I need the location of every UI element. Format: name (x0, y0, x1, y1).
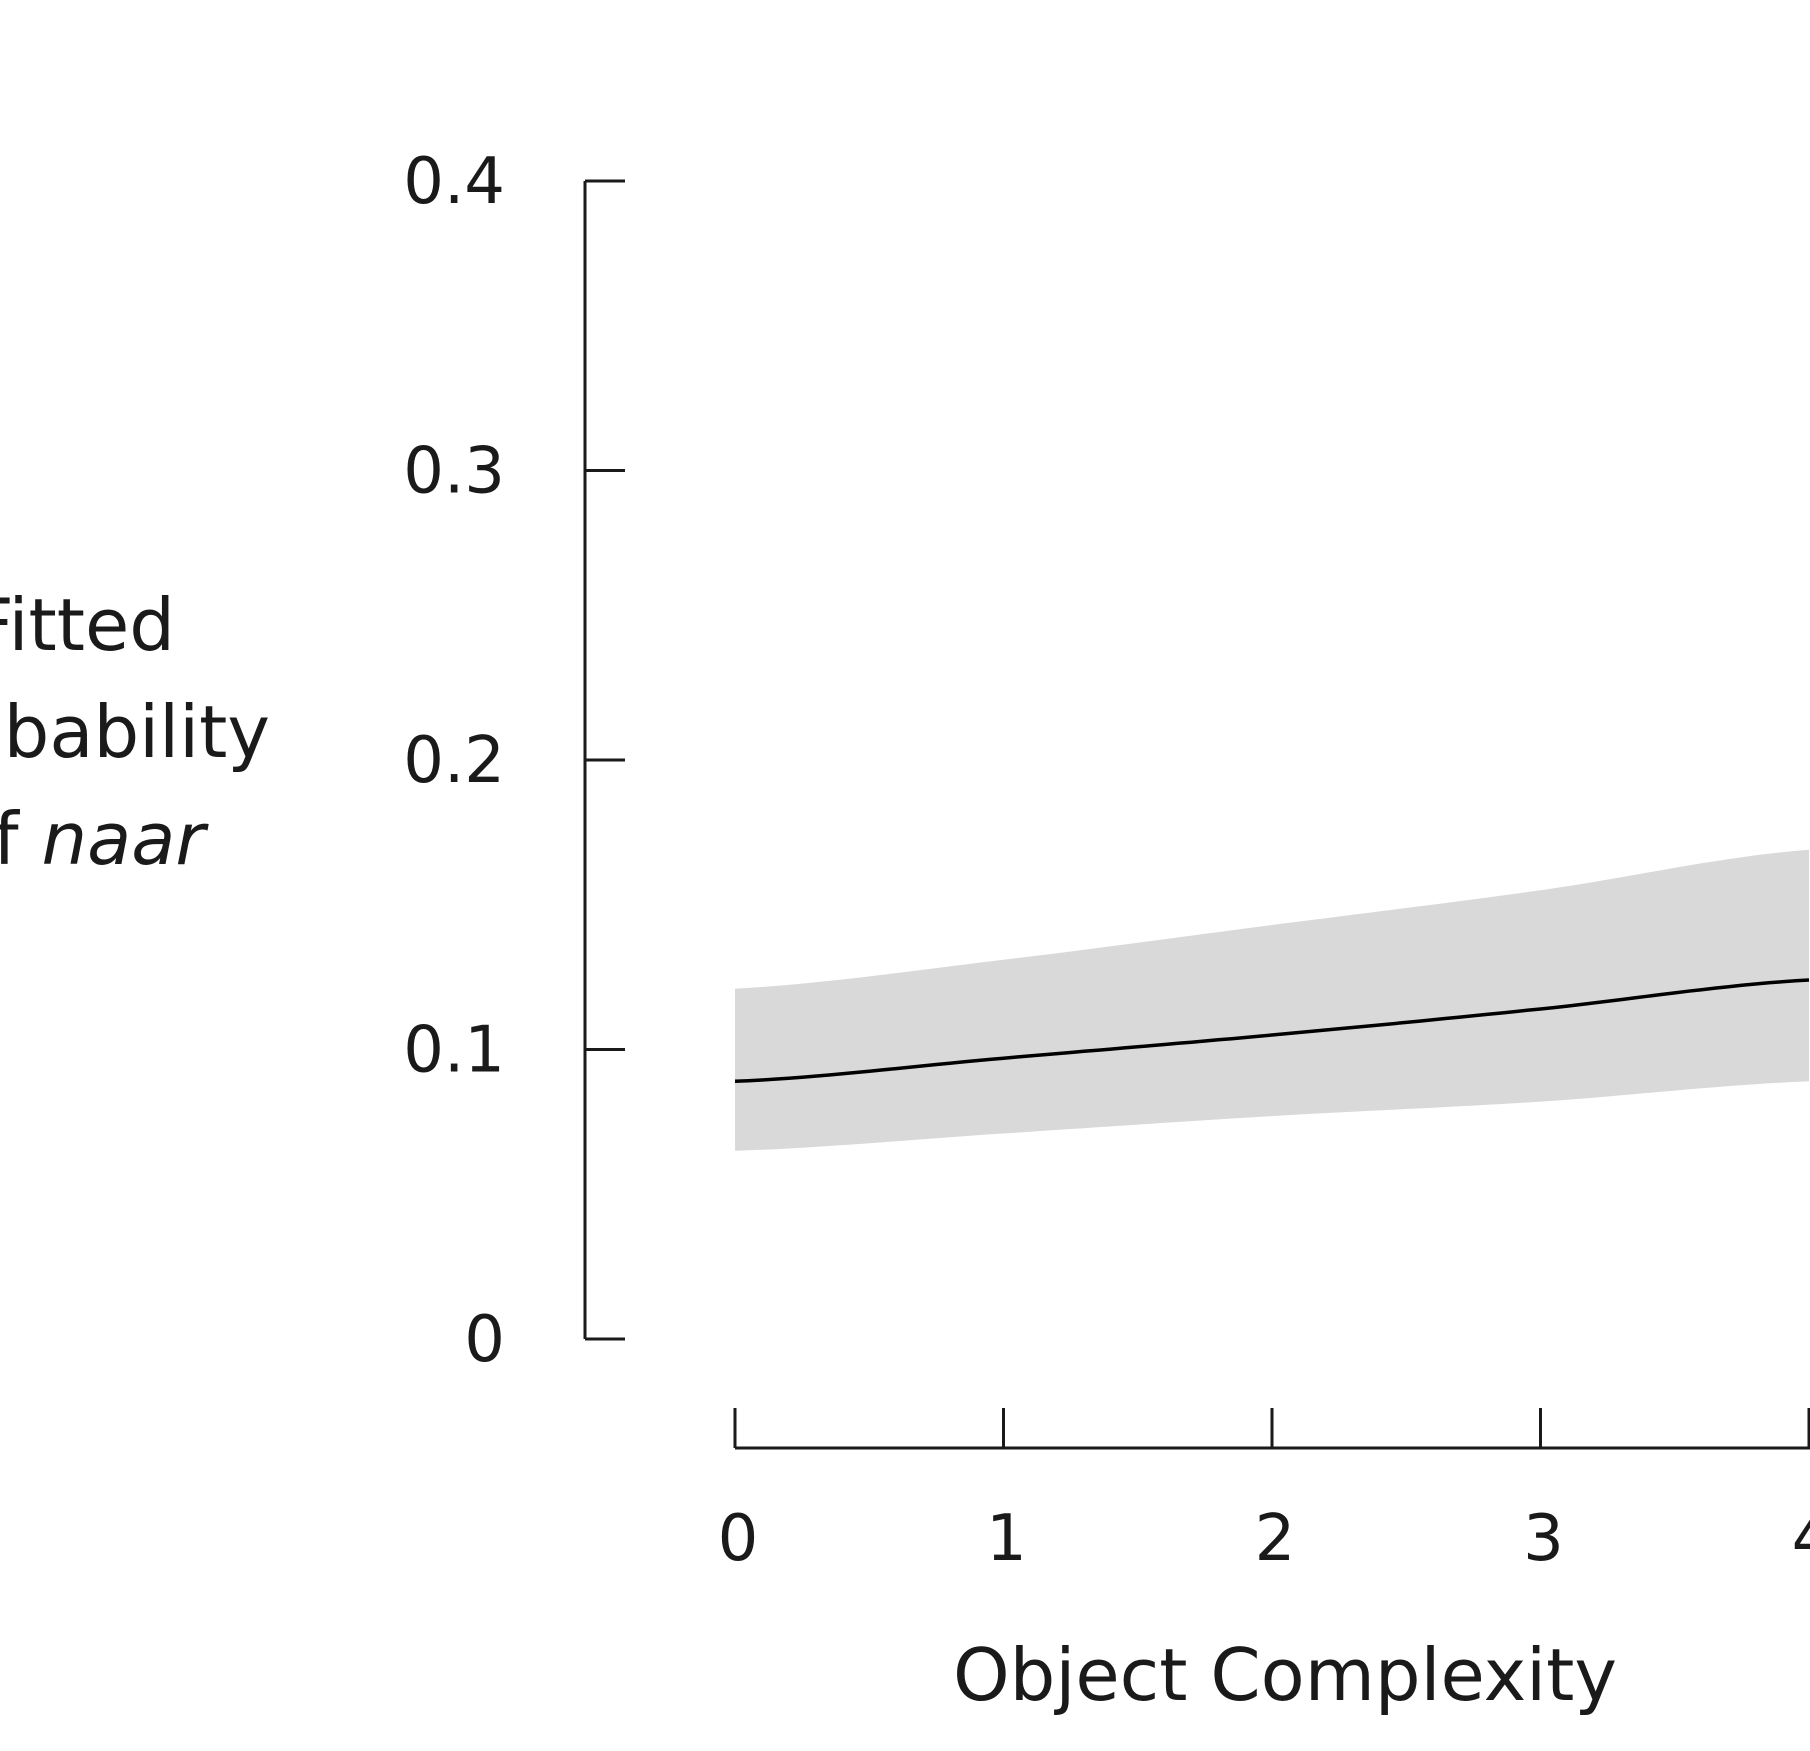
y-tick-label: 0.4 (403, 145, 505, 219)
x-axis-title: Object Complexity (953, 1633, 1617, 1717)
x-tick-label: 3 (1523, 1502, 1564, 1576)
x-tick-label: 4 (1792, 1502, 1810, 1576)
y-tick-label: 0.2 (403, 724, 505, 798)
y-tick-label: 0.1 (403, 1014, 505, 1088)
y-axis-label-naar: naar (42, 797, 210, 881)
y-axis-label-line2: probability (0, 690, 270, 774)
x-tick-label: 0 (718, 1502, 759, 1576)
y-tick-label: 0.3 (403, 435, 505, 509)
x-axis-ticks: 0 1 2 3 4 (718, 1408, 1810, 1576)
confidence-band (735, 849, 1809, 1151)
x-tick-label: 1 (986, 1502, 1027, 1576)
y-axis-label-of: of (0, 797, 42, 881)
fitted-line (734, 978, 1810, 1084)
y-tick-label: 0 (464, 1303, 505, 1377)
x-tick-label: 2 (1255, 1502, 1296, 1576)
y-axis-label-line1: Fitted (0, 583, 175, 667)
y-axis-label-line3: of naar (0, 797, 209, 881)
y-axis-ticks: 0 0.1 0.2 0.3 0.4 (403, 145, 625, 1377)
plot-area (734, 849, 1810, 1151)
